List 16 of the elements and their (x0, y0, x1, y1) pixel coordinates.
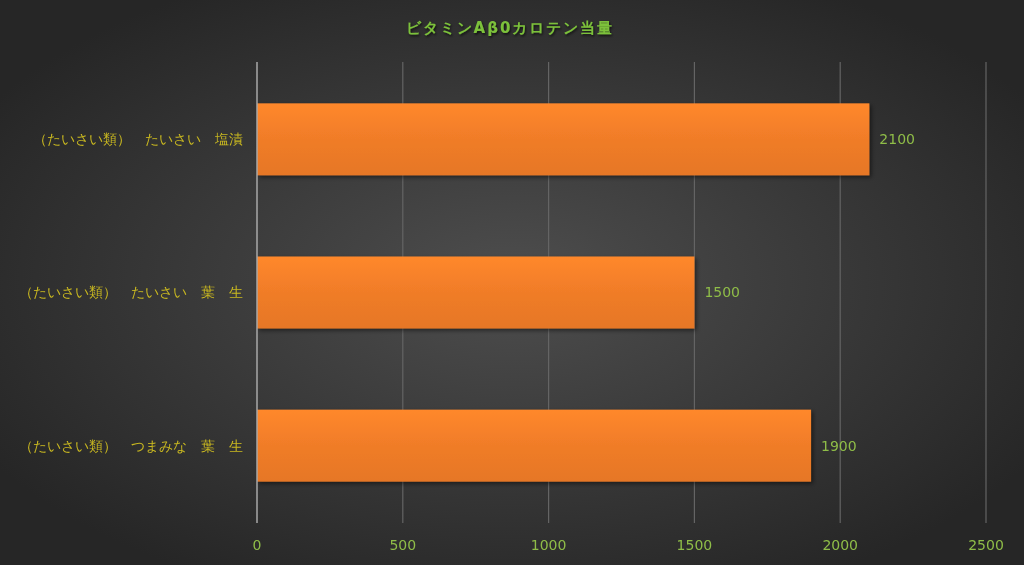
y-tick-label: （たいさい類） たいさい 塩漬 (33, 131, 243, 148)
x-tick-label: 0 (252, 537, 262, 553)
x-tick-label: 1500 (676, 537, 713, 553)
data-label: 1500 (704, 284, 741, 301)
chart-title: ビタミンAβ0カロテン当量 (405, 19, 615, 37)
y-tick-label: （たいさい類） つまみな 葉 生 (19, 437, 243, 454)
x-tick-label: 500 (389, 537, 417, 553)
data-label: 2100 (879, 131, 915, 148)
x-tick-label: 2500 (968, 537, 1004, 553)
data-label: 1900 (821, 437, 857, 454)
bar (257, 103, 870, 176)
bar (257, 256, 695, 329)
x-tick-label: 1000 (530, 537, 567, 553)
x-tick-label: 2000 (822, 537, 859, 553)
y-tick-label: （たいさい類） たいさい 葉 生 (19, 284, 243, 301)
bar (257, 409, 812, 482)
